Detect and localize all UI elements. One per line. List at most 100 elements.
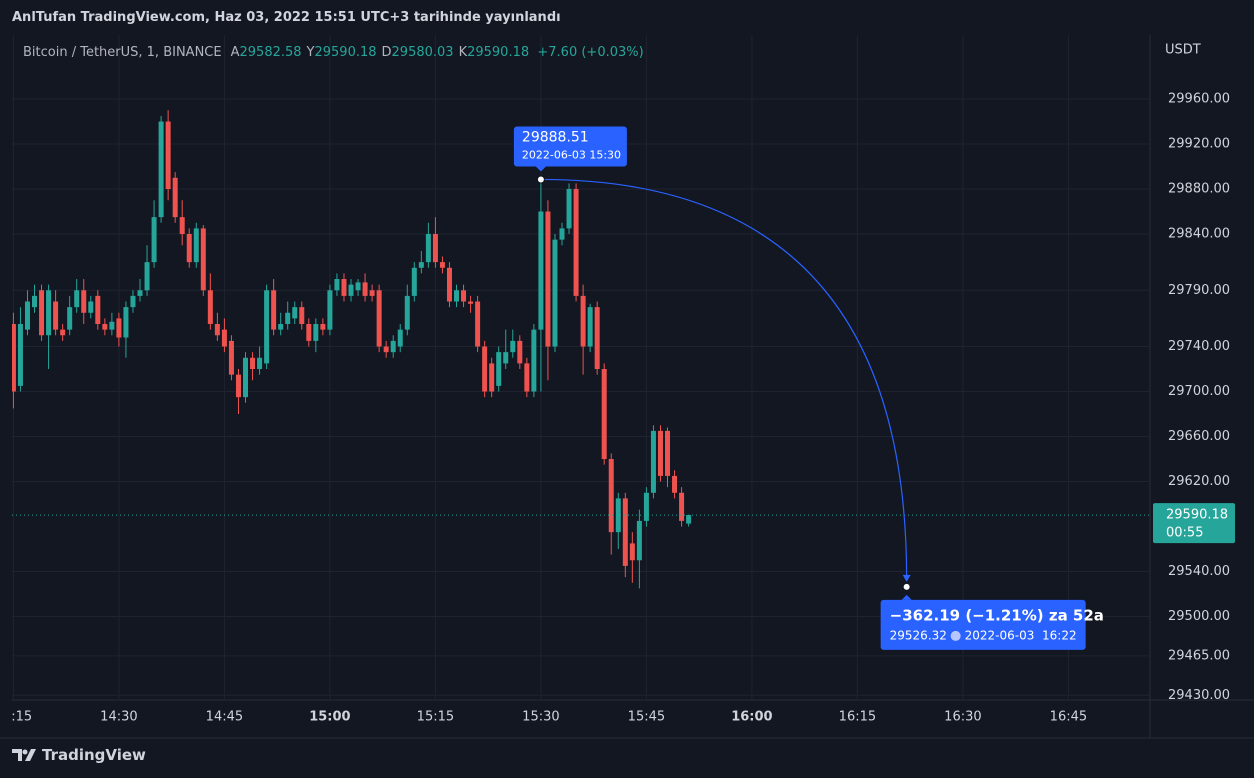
candle-body bbox=[81, 290, 87, 313]
y-tick-label: 29540.00 bbox=[1168, 564, 1230, 579]
candle-body bbox=[411, 267, 417, 296]
candle-body bbox=[151, 217, 157, 263]
y-tick-label: 29620.00 bbox=[1168, 474, 1230, 489]
candle-body bbox=[559, 228, 565, 240]
candle-body bbox=[390, 340, 396, 353]
candle-body bbox=[397, 329, 403, 347]
candle-body bbox=[228, 340, 234, 375]
candle-body bbox=[686, 515, 692, 524]
candle-body bbox=[200, 228, 206, 291]
ohlc-value: 29590.18 bbox=[314, 45, 377, 60]
candle-body bbox=[130, 295, 136, 308]
candle-body bbox=[580, 295, 586, 347]
candle-body bbox=[320, 324, 326, 330]
candle-body bbox=[615, 498, 621, 533]
candle-body bbox=[257, 357, 263, 370]
candle-body bbox=[235, 374, 241, 398]
x-tick-label: 14:45 bbox=[206, 710, 243, 725]
y-tick-label: 29960.00 bbox=[1168, 92, 1230, 107]
y-tick-label: 29430.00 bbox=[1168, 688, 1230, 703]
footer: TradingView bbox=[12, 746, 146, 764]
candle-body bbox=[489, 363, 495, 392]
candle-body bbox=[538, 211, 544, 330]
price-axis bbox=[1150, 0, 1254, 738]
candle-body bbox=[643, 492, 649, 521]
candle-body bbox=[622, 498, 628, 566]
x-tick-label: 14:15 bbox=[0, 710, 32, 725]
candle-body bbox=[348, 284, 354, 296]
candle-body bbox=[313, 324, 319, 341]
candle-body bbox=[24, 301, 30, 330]
clock-icon bbox=[950, 630, 961, 641]
candle-body bbox=[376, 290, 382, 347]
candle-body bbox=[327, 290, 333, 330]
candle-body bbox=[144, 262, 150, 291]
y-tick-label: 29660.00 bbox=[1168, 429, 1230, 444]
candle-body bbox=[362, 282, 368, 296]
candle-body bbox=[679, 492, 685, 521]
start-box bbox=[513, 126, 627, 167]
candle-body bbox=[285, 312, 291, 325]
y-tick-label: 29700.00 bbox=[1168, 384, 1230, 399]
candle-body bbox=[404, 295, 410, 330]
candle-body bbox=[123, 307, 129, 338]
candle-body bbox=[524, 363, 530, 392]
candle-body bbox=[74, 290, 80, 308]
candle-body bbox=[306, 324, 312, 341]
candle-body bbox=[573, 189, 579, 296]
candle-body bbox=[186, 234, 192, 263]
candle-body bbox=[594, 307, 600, 370]
candle-body bbox=[545, 211, 551, 347]
candle-body bbox=[425, 234, 431, 263]
candle-body bbox=[636, 520, 642, 561]
logo bbox=[12, 749, 36, 761]
candle-body bbox=[418, 262, 424, 268]
candle-body bbox=[454, 290, 460, 302]
candle-body bbox=[158, 121, 164, 218]
x-tick-label: 15:15 bbox=[417, 710, 454, 725]
candle-body bbox=[517, 340, 523, 364]
candle-body bbox=[475, 301, 481, 347]
start-box-tip bbox=[535, 166, 546, 172]
ohlc-label: Y bbox=[306, 45, 315, 60]
candle-body bbox=[243, 357, 249, 398]
x-tick-label: 15:00 bbox=[309, 710, 350, 725]
candle-body bbox=[116, 318, 122, 338]
candle-body bbox=[496, 352, 502, 386]
candle-body bbox=[53, 301, 59, 330]
change: +7.60 (+0.03%) bbox=[537, 45, 644, 60]
end-point bbox=[902, 582, 911, 591]
candle-body bbox=[672, 475, 678, 493]
candle-body bbox=[461, 290, 467, 302]
legend: Bitcoin / TetherUS, 1, BINANCE A29582.58 Y… bbox=[23, 45, 644, 60]
candle-body bbox=[137, 290, 143, 296]
last-price-box bbox=[1153, 503, 1235, 544]
candle-body bbox=[165, 121, 171, 190]
candle-body bbox=[264, 290, 270, 364]
candle-body bbox=[587, 307, 593, 347]
x-tick-label: 16:30 bbox=[944, 710, 981, 725]
x-tick-label: 14:30 bbox=[100, 710, 137, 725]
y-tick-label: 29790.00 bbox=[1168, 283, 1230, 298]
candle-body bbox=[446, 267, 452, 302]
candle-body bbox=[67, 307, 73, 330]
x-tick-label: 15:30 bbox=[522, 710, 559, 725]
end-box-tip bbox=[901, 594, 912, 600]
y-tick-label: 29920.00 bbox=[1168, 137, 1230, 152]
plot bbox=[12, 35, 1150, 700]
ohlc-value: 29582.58 bbox=[239, 45, 302, 60]
end-price: 29526.32 bbox=[890, 628, 947, 642]
candle-body bbox=[46, 290, 52, 336]
x-tick-label: 16:45 bbox=[1050, 710, 1087, 725]
candle-body bbox=[334, 279, 340, 291]
ohlc-label: D bbox=[381, 45, 392, 60]
candle-body bbox=[109, 321, 115, 330]
x-tick-label: 16:15 bbox=[839, 710, 876, 725]
candle-body bbox=[102, 324, 108, 330]
currency: USDT bbox=[1165, 43, 1201, 58]
y-tick-label: 29840.00 bbox=[1168, 227, 1230, 242]
ohlc-label: K bbox=[458, 45, 468, 60]
candle-body bbox=[531, 329, 537, 392]
candle-body bbox=[341, 279, 347, 296]
candle-body bbox=[39, 290, 45, 336]
